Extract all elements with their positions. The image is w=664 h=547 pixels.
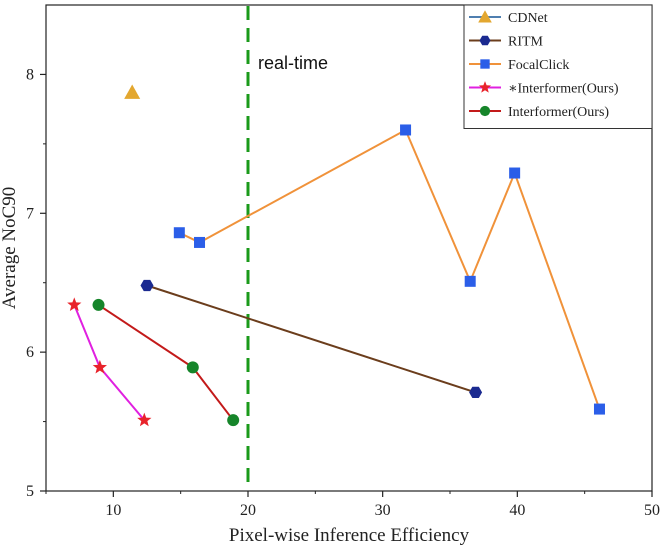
real-time-label: real-time — [258, 53, 328, 73]
x-tick-label: 30 — [375, 502, 391, 519]
data-point — [140, 279, 154, 292]
annotations: real-time — [246, 6, 328, 490]
x-tick-label: 20 — [240, 502, 256, 519]
data-point — [593, 403, 605, 415]
legend: CDNet RITM FocalClick ∗Interformer(Ours) Int… — [463, 4, 653, 129]
legend-marker — [480, 59, 490, 69]
legend-marker — [478, 10, 492, 23]
data-point — [92, 298, 105, 311]
series-3 — [67, 297, 152, 427]
legend-item: FocalClick — [469, 58, 569, 73]
series-layer — [67, 84, 605, 427]
y-tick-label: 6 — [26, 344, 34, 361]
data-point — [186, 361, 199, 374]
legend-item: RITM — [469, 35, 544, 50]
data-point — [227, 414, 240, 427]
x-axis: 10 20 30 40 50 — [45, 491, 660, 519]
x-axis-title: Pixel-wise Inference Efficiency — [229, 525, 470, 546]
legend-box — [463, 4, 653, 129]
data-point — [469, 386, 483, 399]
data-point — [509, 167, 521, 179]
series-line — [73, 304, 146, 421]
y-tick-label: 7 — [26, 205, 34, 222]
series-0 — [124, 84, 141, 99]
data-point — [194, 236, 206, 248]
series-line — [178, 128, 601, 410]
x-tick-label: 10 — [105, 502, 121, 519]
series-1 — [140, 279, 483, 399]
data-point — [173, 227, 185, 239]
series-line — [97, 304, 234, 421]
y-tick-label: 5 — [26, 483, 34, 500]
y-axis-title: Average NoC90 — [0, 187, 20, 310]
plot-area — [45, 4, 653, 492]
plot-frame — [45, 4, 653, 492]
legend-marker — [478, 81, 492, 93]
data-point — [124, 84, 141, 99]
legend-item: ∗Interformer(Ours) — [469, 81, 619, 97]
series-line — [146, 284, 476, 394]
legend-label: CDNet — [508, 11, 548, 26]
x-tick-label: 40 — [509, 502, 525, 519]
data-point — [400, 124, 412, 136]
legend-label: Interformer(Ours) — [508, 105, 609, 120]
legend-label: RITM — [508, 35, 544, 50]
data-point — [464, 275, 476, 287]
legend-label: ∗Interformer(Ours) — [508, 82, 619, 97]
legend-item: CDNet — [469, 10, 548, 26]
series-2 — [173, 124, 605, 415]
series-4 — [92, 298, 240, 427]
data-point — [137, 412, 152, 427]
y-tick-label: 8 — [26, 66, 34, 83]
legend-marker — [479, 35, 491, 46]
legend-item: Interformer(Ours) — [469, 105, 609, 120]
data-point — [67, 297, 82, 311]
x-tick-label: 50 — [644, 502, 660, 519]
data-point — [92, 359, 107, 374]
y-axis: 5 6 7 8 — [26, 66, 46, 500]
legend-marker — [479, 105, 491, 117]
legend-label: FocalClick — [508, 58, 569, 73]
